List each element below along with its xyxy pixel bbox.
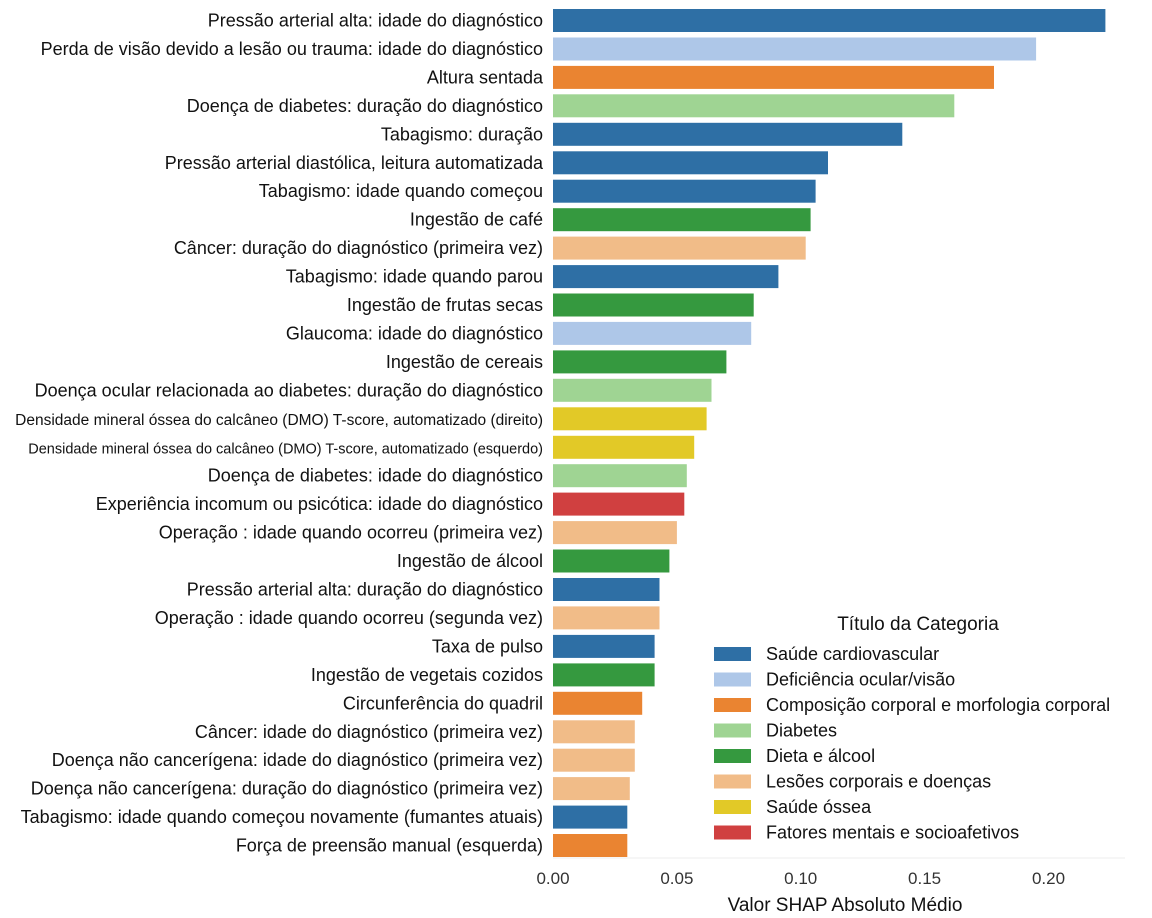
y-label-17: Doença de diabetes: idade do diagnóstico (208, 466, 543, 486)
bar-26 (553, 720, 635, 744)
bar-25 (553, 691, 643, 715)
bar-4 (553, 94, 955, 118)
bar-13 (553, 350, 727, 374)
bar-9 (553, 236, 806, 260)
y-label-9: Câncer: duração do diagnóstico (primeira… (174, 238, 543, 258)
bar-8 (553, 208, 811, 232)
bar-3 (553, 65, 994, 89)
legend-label-4: Diabetes (766, 721, 837, 741)
bar-27 (553, 748, 635, 772)
bar-22 (553, 606, 660, 630)
legend-label-6: Lesões corporais e doenças (766, 772, 991, 792)
x-axis-ticks: 0.00 0.05 0.10 0.15 0.20 (536, 869, 1065, 888)
bar-30 (553, 834, 628, 857)
y-label-28: Doença não cancerígena: duração do diagn… (31, 779, 543, 799)
bar-28 (553, 777, 630, 801)
legend-label-5: Dieta e álcool (766, 746, 875, 766)
legend-swatch-5 (714, 749, 751, 763)
x-tick-3: 0.10 (784, 869, 817, 888)
y-label-7: Tabagismo: idade quando começou (259, 181, 543, 201)
y-label-26: Câncer: idade do diagnóstico (primeira v… (195, 722, 543, 742)
legend-swatch-8 (714, 825, 751, 840)
y-label-25: Circunferência do quadril (343, 693, 543, 713)
bar-2 (553, 37, 1037, 61)
bar-7 (553, 179, 816, 203)
y-label-21: Pressão arterial alta: duração do diagnó… (187, 580, 543, 600)
y-label-30: Força de preensão manual (esquerda) (236, 836, 543, 856)
bar-6 (553, 151, 828, 175)
y-label-3: Altura sentada (427, 67, 544, 87)
y-axis-labels: Pressão arterial alta: idade do diagnóst… (15, 11, 544, 856)
bar-11 (553, 293, 754, 317)
bar-15 (553, 407, 707, 431)
y-label-20: Ingestão de álcool (397, 551, 543, 571)
legend-swatch-3 (714, 698, 751, 712)
bar-1 (553, 9, 1106, 32)
y-label-18: Experiência incomum ou psicótica: idade … (96, 494, 543, 514)
bar-16 (553, 435, 695, 459)
legend-label-3: Composição corporal e morfologia corpora… (766, 695, 1110, 715)
y-label-2: Perda de visão devido a lesão ou trauma:… (41, 39, 543, 59)
bar-19 (553, 521, 677, 545)
y-label-5: Tabagismo: duração (381, 124, 543, 144)
x-axis-title: Valor SHAP Absoluto Médio (728, 895, 963, 916)
y-label-4: Doença de diabetes: duração do diagnósti… (187, 96, 543, 116)
bar-18 (553, 492, 685, 516)
y-label-1: Pressão arterial alta: idade do diagnóst… (208, 11, 543, 31)
bar-17 (553, 464, 687, 488)
legend-swatch-4 (714, 723, 751, 738)
y-label-10: Tabagismo: idade quando parou (286, 267, 543, 287)
legend-swatch-7 (714, 800, 751, 814)
bar-10 (553, 265, 779, 289)
y-label-6: Pressão arterial diastólica, leitura aut… (165, 153, 544, 173)
legend-swatch-1 (714, 647, 751, 661)
bar-5 (553, 122, 903, 146)
y-label-22: Operação : idade quando ocorreu (segunda… (155, 608, 543, 628)
bar-24 (553, 663, 655, 687)
bar-12 (553, 321, 752, 345)
y-label-12: Glaucoma: idade do diagnóstico (286, 323, 543, 343)
legend: Título da Categoria Saúde cardiovascular… (714, 614, 1110, 843)
x-tick-1: 0.00 (536, 869, 569, 888)
bar-23 (553, 634, 655, 658)
legend-label-8: Fatores mentais e socioafetivos (766, 823, 1019, 843)
bars-group (553, 9, 1106, 857)
y-label-23: Taxa de pulso (432, 636, 543, 656)
y-label-8: Ingestão de café (410, 210, 543, 230)
y-label-24: Ingestão de vegetais cozidos (311, 665, 543, 685)
legend-swatch-6 (714, 774, 751, 789)
y-label-11: Ingestão de frutas secas (347, 295, 543, 315)
x-tick-4: 0.15 (908, 869, 941, 888)
legend-title: Título da Categoria (837, 614, 999, 635)
y-label-19: Operação : idade quando ocorreu (primeir… (159, 523, 543, 543)
y-label-16: Densidade mineral óssea do calcâneo (DMO… (28, 441, 543, 457)
x-tick-2: 0.05 (660, 869, 693, 888)
legend-entries: Saúde cardiovascular Deficiência ocular/v… (714, 644, 1110, 843)
legend-swatch-2 (714, 672, 751, 687)
bar-20 (553, 549, 670, 573)
legend-label-1: Saúde cardiovascular (766, 644, 939, 664)
y-label-14: Doença ocular relacionada ao diabetes: d… (35, 380, 543, 400)
legend-label-7: Saúde óssea (766, 797, 872, 817)
bar-21 (553, 578, 660, 601)
y-label-27: Doença não cancerígena: idade do diagnós… (52, 750, 543, 770)
y-label-15: Densidade mineral óssea do calcâneo (DMO… (15, 412, 543, 429)
legend-label-2: Deficiência ocular/visão (766, 670, 955, 690)
bar-14 (553, 378, 712, 402)
x-tick-5: 0.20 (1032, 869, 1065, 888)
y-label-29: Tabagismo: idade quando começou novament… (21, 807, 543, 827)
bar-29 (553, 805, 628, 829)
y-label-13: Ingestão de cereais (386, 352, 543, 372)
